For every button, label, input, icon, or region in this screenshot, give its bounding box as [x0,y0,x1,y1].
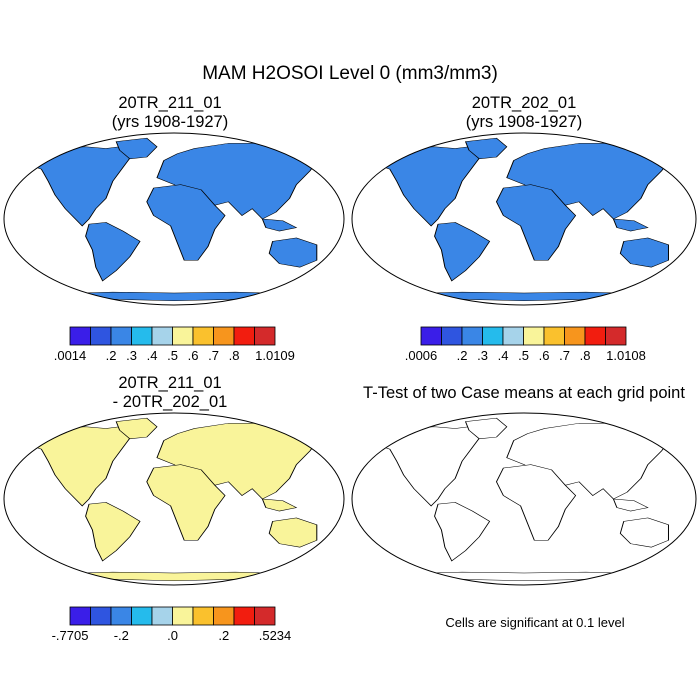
colorbar-swatch [254,606,276,626]
colorbar-swatch [131,606,153,626]
colorbar-tick-label: .4 [146,348,158,363]
colorbar-tick-label: .6 [538,348,550,363]
colorbar-tick-label: .2 [456,348,468,363]
colorbar-swatch [605,326,627,346]
colorbar-tick-label: .2 [105,348,117,363]
map-border-ttest [351,412,697,586]
panel-subtitle-case1: (yrs 1908-1927) [111,113,229,131]
colorbar-difference [69,606,276,626]
colorbar-swatch [543,326,565,346]
colorbar-tick-label: .3 [126,348,137,363]
colorbar-tick-label: -.7705 [51,628,89,643]
colorbar-tick-label: .7 [559,348,570,363]
colorbar-swatch [172,326,194,346]
colorbar-swatch [110,326,132,346]
colorbar-tick-label: .0006 [404,348,438,363]
colorbar-swatch [420,326,442,346]
colorbar-swatch [461,326,483,346]
colorbar-case2 [420,326,627,346]
panel-subtitle-case2: (yrs 1908-1927) [465,113,583,131]
panel-title-ttest: T-Test of two Case means at each grid po… [363,384,685,402]
colorbar-swatch [482,326,504,346]
map-panel-difference [3,412,345,586]
colorbar-swatch [172,606,194,626]
colorbar-swatch [69,326,91,346]
panel-title-difference: 20TR_211_01 [118,374,222,392]
panel-title-case2: 20TR_202_01 [471,94,577,112]
colorbar-swatch [233,326,255,346]
colorbar-tick-label: .8 [228,348,240,363]
map-panel-case1 [3,132,345,306]
colorbar-swatch [151,606,173,626]
panel-title-case1: 20TR_211_01 [118,94,222,112]
colorbar-swatch [90,606,112,626]
colorbar-swatch [502,326,524,346]
colorbar-swatch [131,326,153,346]
colorbar-tick-label: .5 [518,348,529,363]
colorbar-swatch [69,606,91,626]
colorbar-tick-label: .5234 [258,628,292,643]
colorbar-swatch [151,326,173,346]
colorbar-tick-label: .7 [208,348,219,363]
significance-note: Cells are significant at 0.1 level [445,615,625,630]
colorbar-tick-label: .4 [497,348,509,363]
map-panel-case2 [351,132,697,306]
map-border-case1 [3,132,345,306]
map-border-difference [3,412,345,586]
colorbar-swatch [192,606,214,626]
colorbars-layer [69,326,627,626]
colorbar-tick-label: .8 [579,348,591,363]
colorbar-swatch [213,606,235,626]
colorbar-tick-label: .5 [167,348,178,363]
colorbar-tick-label: .0014 [53,348,87,363]
colorbar-swatch [90,326,112,346]
colorbar-case1 [69,326,276,346]
colorbar-tick-label: 1.0109 [255,348,295,363]
map-border-case2 [351,132,697,306]
colorbar-tick-label: .3 [477,348,488,363]
map-panel-ttest [351,412,697,586]
colorbar-tick-label: .0 [167,628,178,643]
colorbar-tick-label: .6 [187,348,199,363]
panel-subtitle-difference: - 20TR_202_01 [112,393,228,411]
colorbar-swatch [564,326,586,346]
map-panels-layer [3,132,697,586]
colorbar-swatch [192,326,214,346]
colorbar-tick-label: .2 [218,628,230,643]
page-title: MAM H2OSOI Level 0 (mm3/mm3) [202,63,498,84]
colorbar-swatch [441,326,463,346]
colorbar-swatch [213,326,235,346]
colorbar-swatch [110,606,132,626]
colorbar-swatch [523,326,545,346]
colorbar-tick-label: -.2 [113,628,129,643]
colorbar-tick-label: 1.0108 [606,348,646,363]
colorbar-swatch [254,326,276,346]
colorbar-swatch [233,606,255,626]
colorbar-swatch [584,326,606,346]
